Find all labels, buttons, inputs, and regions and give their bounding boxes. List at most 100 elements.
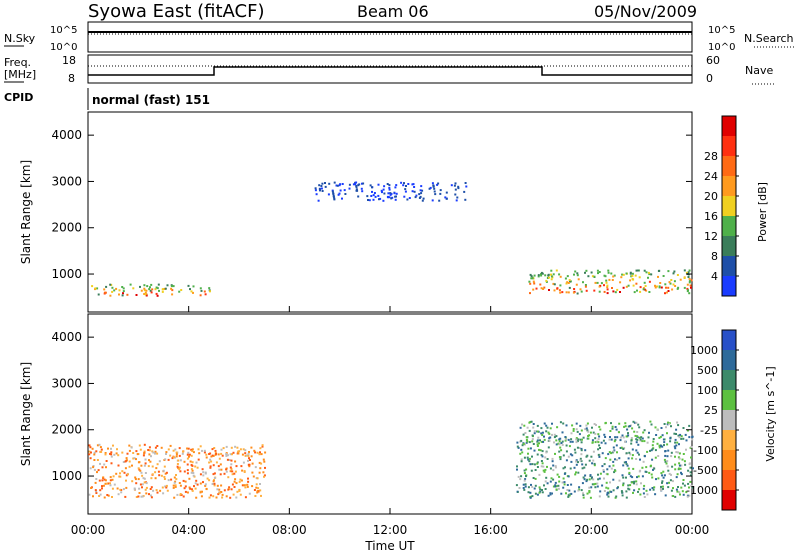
echo-cell bbox=[560, 449, 563, 452]
echo-cell bbox=[154, 288, 157, 291]
echo-cell bbox=[525, 436, 528, 439]
echo-cell bbox=[536, 440, 539, 443]
echo-cell bbox=[599, 490, 602, 493]
echo-cell bbox=[608, 278, 611, 281]
echo-cell bbox=[158, 474, 161, 477]
echo-cell bbox=[658, 446, 661, 449]
echo-cell bbox=[606, 284, 609, 287]
echo-cell bbox=[681, 458, 684, 461]
echo-cell bbox=[528, 429, 531, 432]
echo-cell bbox=[642, 287, 645, 290]
echo-cell bbox=[563, 472, 566, 475]
echo-cell bbox=[203, 451, 206, 454]
echo-cell bbox=[528, 460, 531, 463]
echo-cell bbox=[588, 478, 591, 481]
echo-cell bbox=[91, 285, 94, 288]
echo-cell bbox=[649, 488, 652, 491]
colorbar-tick-label: 24 bbox=[704, 170, 718, 183]
velocity-echoes bbox=[88, 420, 694, 499]
echo-cell bbox=[105, 482, 108, 485]
echo-cell bbox=[575, 441, 578, 444]
echo-cell bbox=[209, 466, 212, 469]
freq-trace bbox=[88, 66, 692, 76]
echo-cell bbox=[680, 437, 683, 440]
echo-cell bbox=[615, 495, 618, 498]
echo-cell bbox=[529, 463, 532, 466]
echo-cell bbox=[337, 193, 340, 196]
echo-cell bbox=[445, 197, 448, 200]
echo-cell bbox=[556, 426, 559, 429]
echo-cell bbox=[192, 291, 194, 294]
echo-cell bbox=[643, 484, 646, 487]
echo-cell bbox=[523, 479, 526, 482]
echo-cell bbox=[171, 289, 174, 292]
echo-cell bbox=[320, 185, 323, 187]
colorbar-tick-label: 25 bbox=[704, 404, 718, 417]
echo-cell bbox=[166, 284, 169, 287]
echo-cell bbox=[648, 280, 651, 283]
echo-cell bbox=[614, 469, 617, 472]
echo-cell bbox=[217, 493, 220, 496]
echo-cell bbox=[156, 452, 159, 455]
echo-cell bbox=[143, 481, 146, 484]
echo-cell bbox=[606, 468, 609, 471]
echo-cell bbox=[418, 193, 421, 196]
echo-cell bbox=[672, 495, 675, 497]
echo-cell bbox=[550, 278, 553, 281]
echo-cell bbox=[165, 471, 168, 474]
echo-cell bbox=[314, 189, 317, 192]
echo-cell bbox=[263, 475, 265, 478]
echo-cell bbox=[575, 471, 577, 474]
echo-cell bbox=[684, 463, 687, 466]
echo-cell bbox=[648, 471, 651, 474]
echo-cell bbox=[167, 448, 170, 451]
echo-cell bbox=[437, 182, 440, 185]
echo-cell bbox=[264, 466, 266, 469]
echo-cell bbox=[113, 453, 116, 456]
echo-cell bbox=[319, 189, 321, 192]
colorbar-segment bbox=[722, 176, 736, 197]
echo-cell bbox=[163, 476, 166, 478]
echo-cell bbox=[244, 484, 247, 487]
echo-cell bbox=[639, 469, 642, 472]
nave-label: Nave bbox=[745, 64, 773, 77]
echo-cell bbox=[120, 491, 123, 494]
echo-cell bbox=[675, 488, 678, 491]
echo-cell bbox=[669, 437, 672, 440]
echo-cell bbox=[111, 496, 113, 498]
colorbar-segment bbox=[722, 276, 736, 297]
echo-cell bbox=[264, 451, 267, 454]
echo-cell bbox=[138, 444, 141, 447]
echo-cell bbox=[579, 438, 582, 441]
echo-cell bbox=[150, 455, 152, 458]
echo-cell bbox=[668, 472, 671, 475]
echo-cell bbox=[652, 440, 655, 443]
echo-cell bbox=[172, 486, 175, 489]
echo-cell bbox=[161, 486, 164, 489]
echo-cell bbox=[540, 460, 543, 462]
echo-cell bbox=[631, 454, 634, 457]
echo-cell bbox=[155, 489, 158, 492]
echo-cell bbox=[534, 477, 537, 480]
echo-cell bbox=[656, 442, 659, 445]
echo-cell bbox=[571, 440, 574, 443]
echo-cell bbox=[213, 472, 216, 475]
echo-cell bbox=[186, 491, 189, 494]
echo-cell bbox=[165, 484, 168, 487]
echo-cell bbox=[658, 444, 661, 447]
echo-cell bbox=[258, 471, 261, 474]
echo-cell bbox=[551, 457, 554, 460]
echo-cell bbox=[666, 455, 669, 458]
echo-cell bbox=[134, 476, 137, 479]
echo-cell bbox=[107, 447, 109, 450]
echo-cell bbox=[581, 482, 584, 485]
echo-cell bbox=[255, 486, 258, 489]
echo-cell bbox=[565, 444, 568, 447]
echo-cell bbox=[679, 278, 682, 281]
echo-cell bbox=[529, 491, 532, 494]
echo-cell bbox=[101, 466, 104, 469]
echo-cell bbox=[223, 472, 226, 475]
echo-cell bbox=[546, 482, 549, 485]
echo-cell bbox=[377, 183, 380, 186]
colorbar-tick-label: 4 bbox=[711, 270, 718, 283]
